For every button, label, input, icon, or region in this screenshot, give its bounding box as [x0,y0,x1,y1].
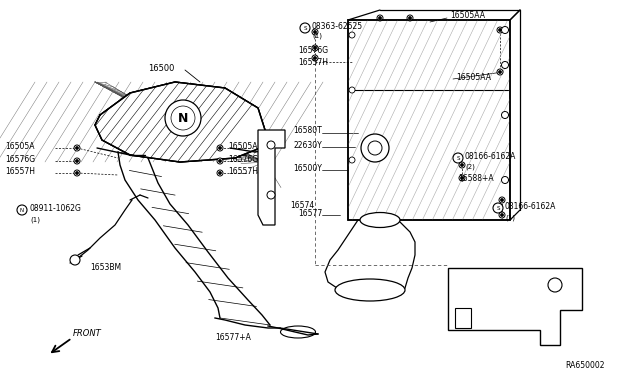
Circle shape [459,162,465,168]
Text: 16500Y: 16500Y [293,164,322,173]
Circle shape [267,191,275,199]
Circle shape [76,171,79,174]
Text: 16505A: 16505A [228,141,257,151]
Ellipse shape [360,212,400,228]
Circle shape [217,158,223,164]
Circle shape [218,160,221,163]
Text: 16557H: 16557H [228,167,258,176]
Circle shape [314,57,317,60]
Circle shape [368,141,382,155]
Circle shape [497,69,503,75]
Circle shape [407,15,413,21]
Text: 08166-6162A: 08166-6162A [505,202,556,211]
Text: RA650002: RA650002 [565,360,605,369]
Circle shape [408,16,412,19]
Circle shape [17,205,27,215]
Text: 16577: 16577 [298,208,322,218]
Bar [348,20,510,220]
Text: FRONT: FRONT [73,328,102,337]
Bar [455,308,471,328]
Circle shape [497,27,503,33]
Text: N: N [178,112,188,125]
Circle shape [377,15,383,21]
Circle shape [499,29,502,32]
Circle shape [499,197,505,203]
Text: 16505AA: 16505AA [450,10,485,19]
Polygon shape [95,82,265,162]
Text: 08166-6162A: 08166-6162A [465,151,516,160]
Text: 08911-1062G: 08911-1062G [29,203,81,212]
Polygon shape [95,82,265,162]
Circle shape [349,157,355,163]
Circle shape [378,16,381,19]
Bar [348,20,510,220]
Text: 16500: 16500 [148,64,174,73]
Text: 16557H: 16557H [5,167,35,176]
Circle shape [70,255,80,265]
Circle shape [500,214,504,217]
Text: 16505A: 16505A [5,141,35,151]
Circle shape [74,158,80,164]
Text: 16576G: 16576G [228,154,258,164]
Text: S: S [303,26,307,31]
Text: (1): (1) [505,215,515,221]
Circle shape [459,175,465,181]
Polygon shape [258,130,285,225]
Polygon shape [95,82,265,162]
Circle shape [349,32,355,38]
Text: S: S [496,205,500,211]
Text: 22630Y: 22630Y [293,141,322,150]
Circle shape [461,176,463,180]
Circle shape [499,71,502,74]
Text: 16505AA: 16505AA [456,73,491,81]
Circle shape [361,134,389,162]
Circle shape [218,147,221,150]
Text: 16576G: 16576G [298,45,328,55]
Circle shape [502,26,509,33]
Text: 1653BM: 1653BM [90,263,121,273]
Circle shape [312,45,318,51]
Text: (1): (1) [312,33,322,39]
Text: (2): (2) [465,164,475,170]
Text: 16580T: 16580T [293,125,322,135]
Circle shape [76,160,79,163]
Circle shape [74,170,80,176]
Circle shape [493,203,503,213]
Circle shape [165,100,201,136]
Circle shape [502,61,509,68]
Text: 16576G: 16576G [5,154,35,164]
Circle shape [502,176,509,183]
Text: S: S [456,155,460,160]
Circle shape [453,153,463,163]
Text: 16588: 16588 [458,321,482,330]
Circle shape [218,171,221,174]
Circle shape [217,145,223,151]
Circle shape [548,278,562,292]
Circle shape [502,112,509,119]
Text: N: N [20,208,24,212]
Text: 16557H: 16557H [298,58,328,67]
Circle shape [217,170,223,176]
Circle shape [314,46,317,49]
Text: 16588+A: 16588+A [458,173,493,183]
Circle shape [312,29,318,35]
Text: (1): (1) [30,217,40,223]
Circle shape [314,31,317,33]
Circle shape [76,147,79,150]
Ellipse shape [335,279,405,301]
Circle shape [500,199,504,202]
Circle shape [499,212,505,218]
Circle shape [300,23,310,33]
Circle shape [171,106,195,130]
Circle shape [74,145,80,151]
Text: 16577+A: 16577+A [215,334,251,343]
Text: 08363-62525: 08363-62525 [312,22,363,31]
Circle shape [349,87,355,93]
Circle shape [312,55,318,61]
Polygon shape [448,268,582,345]
Circle shape [267,141,275,149]
Text: 16574: 16574 [290,201,314,209]
Circle shape [461,164,463,167]
